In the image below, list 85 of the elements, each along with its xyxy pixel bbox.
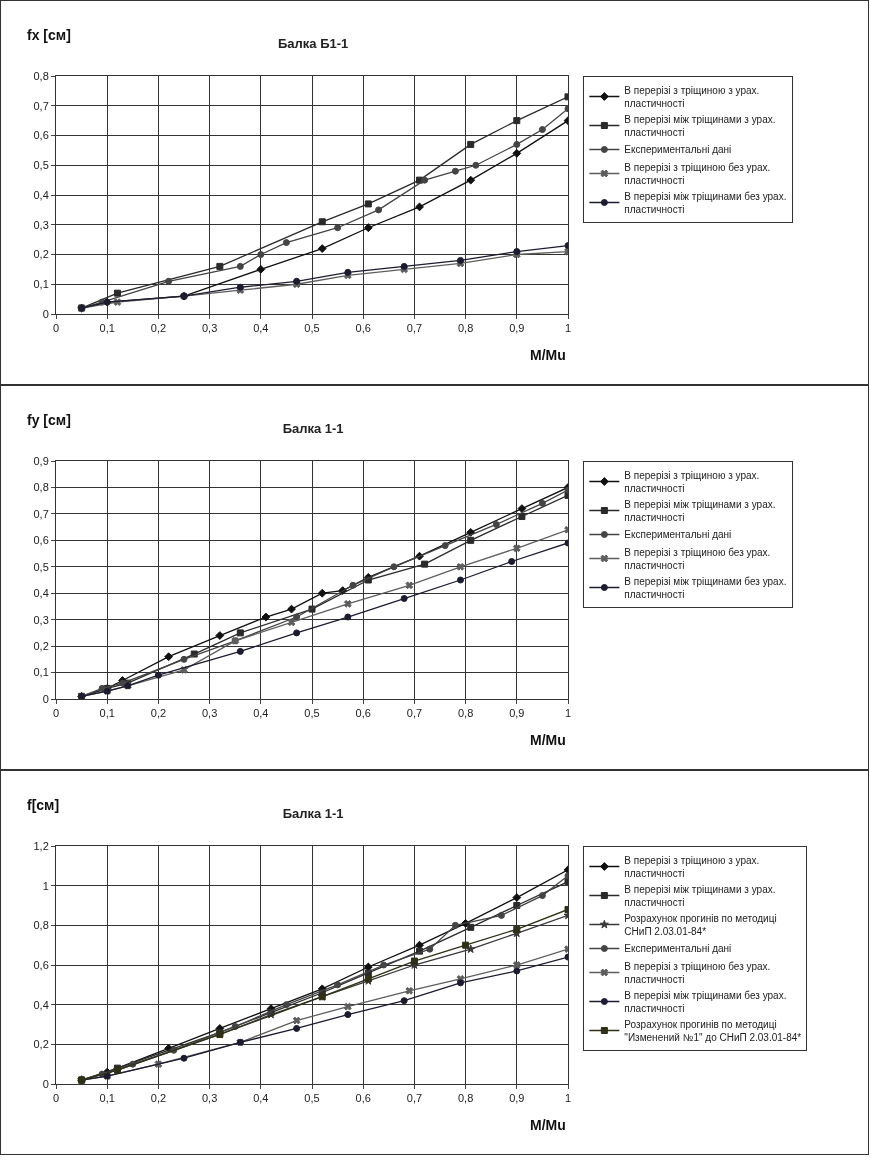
chart-title: Балка Б1-1 xyxy=(277,36,349,52)
x-tick-label: 0,1 xyxy=(99,1092,115,1105)
legend-label: В перерізі між тріщинами з урах. пластичності xyxy=(624,498,776,523)
y-tick-label: 0,5 xyxy=(33,560,49,573)
y-tick-label: 0,4 xyxy=(33,587,49,600)
legend-label: В перерізі між тріщинами без урах. пластичності xyxy=(624,190,787,215)
legend-label: Експериментальні дані xyxy=(624,529,732,541)
y-tick-label: 0,4 xyxy=(33,188,49,201)
x-tick-label: 0,6 xyxy=(355,322,371,335)
x-tick-label: 0,9 xyxy=(509,322,525,335)
y-tick-label: 1 xyxy=(42,879,49,892)
legend-label: В перерізі між тріщинами з урах. пластичності xyxy=(624,883,776,908)
y-tick-label: 0,1 xyxy=(33,278,49,291)
x-tick-label: 0,1 xyxy=(99,707,115,720)
legend-label: В перерізі між тріщинами з урах. пластичності xyxy=(624,113,776,138)
y-tick-label: 0,6 xyxy=(33,129,49,142)
x-tick-label: 1 xyxy=(564,322,572,335)
legend-label: Розрахунок прогинів по методиці СНиП 2.03.01-84* xyxy=(624,912,777,937)
x-tick-label: 0,7 xyxy=(406,1092,423,1105)
x-tick-label: 0,3 xyxy=(201,322,218,335)
x-tick-label: 0,8 xyxy=(457,707,474,720)
x-tick-label: 0,4 xyxy=(253,707,269,720)
y-tick-label: 0,3 xyxy=(33,218,49,231)
x-tick-label: 0 xyxy=(52,322,60,335)
y-axis-title: f[см] xyxy=(27,797,60,813)
legend-label: В перерізі з тріщиною без урах. пластичності xyxy=(624,960,771,985)
x-tick-label: 0,9 xyxy=(509,1092,525,1105)
y-tick-label: 0,7 xyxy=(33,99,49,112)
x-tick-label: 0,5 xyxy=(304,707,320,720)
legend-label: В перерізі з тріщиною без урах. пластичності xyxy=(624,546,771,571)
y-tick-label: 0,2 xyxy=(33,639,49,652)
y-tick-label: 0,9 xyxy=(33,454,49,467)
legend-label: Експериментальні дані xyxy=(624,144,732,156)
legend-label: В перерізі з тріщиною з урах. пластичності xyxy=(624,84,760,109)
y-tick-label: 0,6 xyxy=(33,958,49,971)
y-tick-label: 0,8 xyxy=(33,481,49,494)
x-tick-label: 0,5 xyxy=(304,1092,320,1105)
y-axis-title: fx [см] xyxy=(27,27,71,43)
x-tick-label: 0,2 xyxy=(150,1092,167,1105)
x-tick-label: 0,7 xyxy=(406,707,423,720)
x-tick-label: 0 xyxy=(52,1092,60,1105)
x-tick-label: 0,6 xyxy=(355,1092,371,1105)
y-axis-title: fy [см] xyxy=(27,412,71,428)
legend-label: В перерізі між тріщинами без урах. пластичності xyxy=(624,575,787,600)
x-tick-label: 0,3 xyxy=(201,707,218,720)
legend-label: Розрахунок прогинів по методиці "Изменений №1" до СНиП 2.03.01-84* xyxy=(624,1018,802,1043)
x-axis-title: M/Mu xyxy=(530,732,566,748)
x-tick-label: 0,9 xyxy=(509,707,525,720)
x-tick-label: 0,7 xyxy=(406,322,423,335)
x-tick-label: 0,8 xyxy=(457,1092,474,1105)
legend-label: В перерізі з тріщиною з урах. пластичності xyxy=(624,469,760,494)
x-axis-title: M/Mu xyxy=(530,347,566,363)
x-tick-label: 1 xyxy=(564,1092,572,1105)
x-tick-label: 0,1 xyxy=(99,322,115,335)
x-tick-label: 0,5 xyxy=(304,322,320,335)
legend-label: В перерізі між тріщинами без урах. пластичності xyxy=(624,989,787,1014)
x-tick-label: 0,4 xyxy=(253,1092,269,1105)
x-tick-label: 1 xyxy=(564,707,572,720)
x-axis-title: M/Mu xyxy=(530,1117,566,1133)
y-tick-label: 0,2 xyxy=(33,248,49,261)
legend-label: Експериментальні дані xyxy=(624,943,732,955)
y-tick-label: 0,4 xyxy=(33,998,49,1011)
x-tick-label: 0,8 xyxy=(457,322,474,335)
y-tick-label: 0 xyxy=(42,692,49,705)
y-tick-label: 0,1 xyxy=(33,666,49,679)
x-tick-label: 0,3 xyxy=(201,1092,218,1105)
chart-title: Балка 1-1 xyxy=(282,806,344,822)
y-tick-label: 0,8 xyxy=(33,919,49,932)
x-tick-label: 0 xyxy=(52,707,60,720)
x-tick-label: 0,2 xyxy=(150,322,167,335)
y-tick-label: 0,5 xyxy=(33,159,49,172)
y-tick-label: 0,7 xyxy=(33,507,49,520)
legend-label: В перерізі з тріщиною без урах. пластичності xyxy=(624,161,771,186)
x-tick-label: 0,2 xyxy=(150,707,167,720)
y-tick-label: 0,8 xyxy=(33,69,49,82)
x-tick-label: 0,4 xyxy=(253,322,269,335)
y-tick-label: 1,2 xyxy=(33,839,49,852)
legend-label: В перерізі з тріщиною з урах. пластичності xyxy=(624,854,760,879)
y-tick-label: 0 xyxy=(42,307,49,320)
y-tick-label: 0,2 xyxy=(33,1038,49,1051)
y-tick-label: 0 xyxy=(42,1077,49,1090)
x-tick-label: 0,6 xyxy=(355,707,371,720)
chart-title: Балка 1-1 xyxy=(282,421,344,437)
y-tick-label: 0,6 xyxy=(33,534,49,547)
y-tick-label: 0,3 xyxy=(33,613,49,626)
